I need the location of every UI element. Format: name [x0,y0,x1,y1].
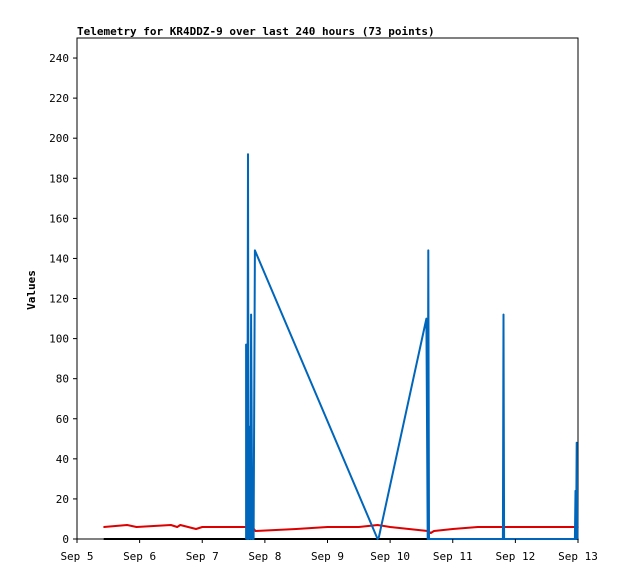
data-point [201,526,204,528]
data-point [246,538,249,540]
data-point [425,317,428,320]
x-tick-label: Sep 5 [60,550,93,563]
y-tick-label: 140 [49,252,69,265]
x-tick-label: Sep 11 [433,550,473,563]
y-tick-label: 40 [56,453,69,466]
series-2 [245,153,579,540]
y-tick-label: 180 [49,172,69,185]
data-point [126,524,128,526]
data-point [247,153,249,155]
series-1 [103,524,579,534]
series-layer [103,153,579,540]
data-point [245,343,247,346]
data-point [427,249,430,252]
data-point [514,526,517,528]
data-point [452,528,454,530]
x-tick-label: Sep 8 [248,550,281,563]
y-axis-label: Values [25,270,38,310]
data-point [249,538,252,540]
data-point [389,526,391,528]
data-point [575,442,578,444]
data-point [326,526,329,528]
data-point [295,528,298,530]
x-tick-label: Sep 6 [123,550,156,563]
data-point [254,530,257,532]
data-point [135,526,138,528]
data-point [176,526,178,528]
y-tick-label: 60 [56,413,69,426]
data-point [250,313,252,316]
data-point [378,536,380,538]
data-point [376,524,379,526]
data-point [574,538,576,540]
data-point [179,524,182,526]
y-tick-label: 20 [56,493,69,506]
data-point [254,249,256,252]
data-point [408,528,410,530]
y-tick-label: 100 [49,333,69,346]
x-tick-label: Sep 7 [186,550,219,563]
data-point [358,526,360,528]
data-point [252,538,255,540]
series-line [245,153,579,540]
data-point [251,538,254,540]
y-axis: 0 20 40 60 80 100 120 140 160 180 200 220 240 [49,52,77,546]
data-point [426,538,429,540]
y-tick-label: 160 [49,212,69,225]
data-point [376,538,379,540]
x-tick-label: Sep 12 [496,550,536,563]
data-point [428,538,430,540]
x-axis: Sep 5 Sep 6 Sep 7 Sep 8 Sep 9 Sep 10 Sep 11 Sep… [60,539,598,563]
y-tick-label: 0 [62,533,69,546]
data-point [503,538,505,540]
data-point [170,524,172,526]
data-point [249,426,251,428]
data-point [477,526,479,528]
data-point [570,526,573,528]
data-point [430,532,432,534]
x-tick-label: Sep 13 [558,550,598,563]
y-tick-label: 220 [49,92,69,105]
data-point [103,526,105,528]
data-point [502,538,504,540]
x-tick-label: Sep 10 [370,550,410,563]
data-point [575,538,577,540]
x-tick-label: Sep 9 [311,550,344,563]
chart-title: Telemetry for KR4DDZ-9 over last 240 hou… [77,25,435,38]
data-point [195,528,197,530]
data-point [247,538,250,540]
series-line [103,524,578,534]
data-point [574,490,577,492]
y-tick-label: 80 [56,373,69,386]
y-tick-label: 200 [49,132,69,145]
y-tick-label: 240 [49,52,69,65]
data-point [245,538,247,540]
y-tick-label: 120 [49,293,69,306]
data-point [502,313,505,316]
data-point [433,530,435,532]
data-point [103,538,105,540]
